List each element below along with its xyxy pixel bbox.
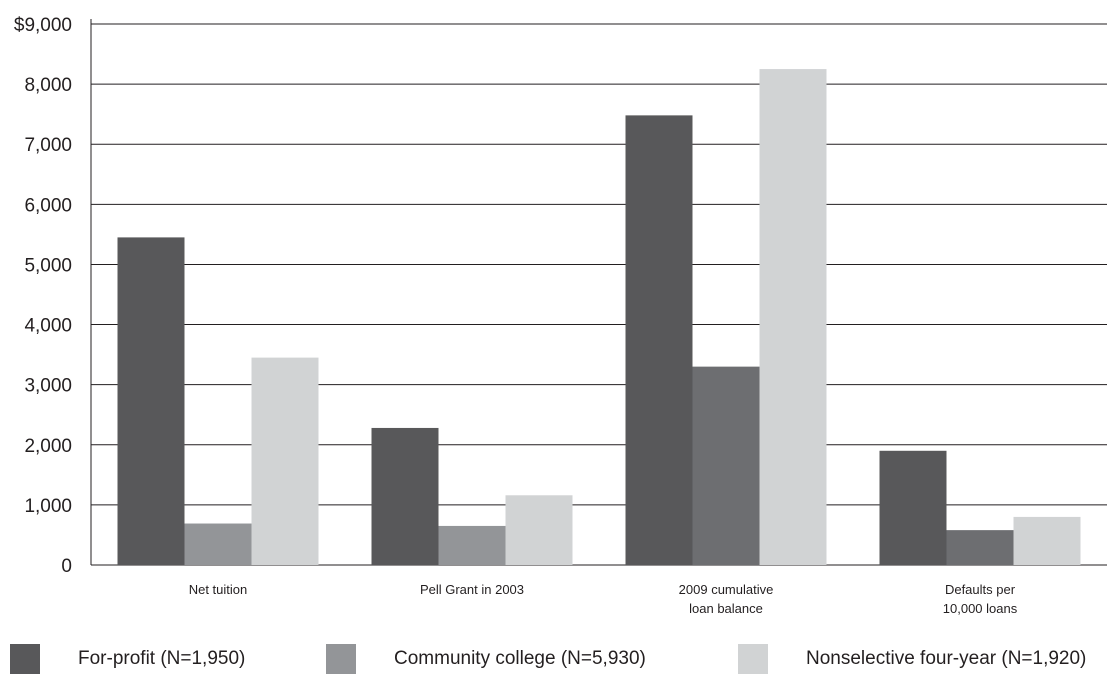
bar-2-2: [438, 525, 506, 565]
y-tick-label: 0: [61, 556, 72, 577]
bar-1-1: [117, 237, 185, 565]
bar-2-3: [692, 366, 760, 565]
legend-item-for-profit: For-profit (N=1,950): [10, 643, 245, 675]
bar-1-2: [371, 427, 439, 565]
x-tick-label: Defaults per 10,000 loans: [943, 582, 1018, 616]
legend-swatch-for-profit: [10, 644, 40, 674]
legend: For-profit (N=1,950) Community college (…: [0, 643, 1107, 675]
bar-2-4: [946, 530, 1014, 565]
y-tick-label: 4,000: [24, 316, 72, 337]
bars: [117, 69, 1081, 565]
x-tick-label: 2009 cumulative loan balance: [679, 582, 774, 616]
legend-swatch-community-college: [326, 644, 356, 674]
bar-1-4: [879, 450, 947, 565]
x-tick-label: Net tuition: [189, 582, 248, 597]
bar-1-3: [625, 115, 693, 565]
legend-label-community-college: Community college (N=5,930): [394, 648, 646, 669]
y-tick-label: 5,000: [24, 255, 72, 276]
y-tick-label: 3,000: [24, 376, 72, 397]
legend-label-nonselective-four-year: Nonselective four-year (N=1,920): [806, 648, 1087, 669]
legend-swatch-nonselective-four-year: [738, 644, 768, 674]
legend-item-community-college: Community college (N=5,930): [326, 643, 646, 675]
y-tick-label: 2,000: [24, 436, 72, 457]
bar-3-2: [505, 495, 573, 565]
bar-chart: 0 1,000 2,000 3,000 4,000 5,000 6,000 7,000 8,00…: [14, 15, 1107, 616]
x-axis-ticks: Net tuition Pell Grant in 2003 2009 cumula…: [189, 582, 1018, 616]
y-tick-label: 8,000: [24, 75, 72, 96]
y-tick-label: $9,000: [14, 15, 72, 36]
y-tick-label: 1,000: [24, 496, 72, 517]
legend-label-for-profit: For-profit (N=1,950): [78, 648, 246, 669]
y-axis-ticks: 0 1,000 2,000 3,000 4,000 5,000 6,000 7,000 8,00…: [14, 15, 72, 577]
legend-item-nonselective-four-year: Nonselective four-year (N=1,920): [738, 643, 1086, 675]
y-tick-label: 7,000: [24, 135, 72, 156]
bar-3-4: [1013, 516, 1081, 565]
bar-3-1: [251, 357, 319, 565]
bar-3-3: [759, 69, 827, 565]
bar-2-1: [184, 523, 252, 565]
gridlines: [91, 23, 1107, 566]
y-tick-label: 6,000: [24, 195, 72, 216]
x-tick-label: Pell Grant in 2003: [420, 582, 524, 597]
